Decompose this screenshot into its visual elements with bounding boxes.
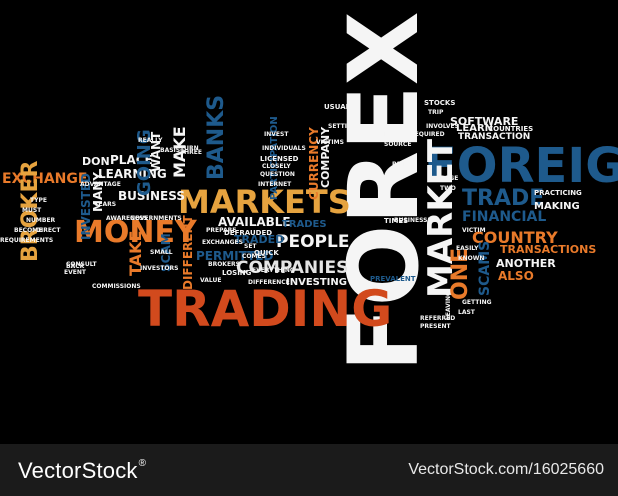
word-permitted: PERMITTED [196,249,274,263]
word-governments: GOVERNMENTS [130,215,182,222]
word-invest: INVEST [264,131,289,138]
logo-text: VectorStock [18,458,138,483]
word-present: PRESENT [420,323,451,330]
word-must: MUST [22,207,42,214]
word-cloud: FOREX FOREIGN TRADING MARKET MARKETS MON… [0,11,618,372]
word-commissions: COMMISSIONS [92,283,141,290]
word-software: SOFTWARE [450,115,519,128]
word-traded: TRADED [234,233,285,246]
word-available: AVAILABLE [218,215,291,229]
word-making: MAKING [534,201,580,212]
word-prepare: PREPARE [206,227,237,234]
word-referred: REFERRED [420,315,456,322]
word-banks: BANKS [204,94,229,180]
word-exchange: EXCHANGE [2,171,88,187]
word-different: DIFFERENT [181,215,195,290]
word-requirements: REQUIREMENTS [0,237,54,244]
word-learning: LEARNING [98,167,167,181]
word-question: QUESTION [260,171,295,178]
word-stocks: STOCKS [424,99,456,107]
word-quick: QUICK [254,249,279,257]
word-really: REALLY [138,137,163,144]
word-transactions: TRANSACTIONS [500,243,597,256]
word-turn: TURN [180,145,199,152]
watermark-bar: VectorStock® VectorStock.com/16025660 [0,444,618,496]
word-getting: GETTING [462,299,492,306]
word-become: BECOME [14,227,43,234]
word-don: DON [82,155,110,168]
word-people: PEOPLE [276,232,350,252]
word-number: NUMBER [26,217,56,224]
word-source: SOURCE [384,141,412,148]
word-two: TWO [440,185,456,192]
word-involves: INVOLVES [426,123,459,130]
word-practicing: PRACTICING [534,189,582,197]
word-required: REQUIRED [410,131,445,138]
word-foreign: FOREIGN [424,138,618,194]
word-back: BACK [66,263,85,270]
word-countries: COUNTRIES [488,125,534,133]
word-event: EVENT [64,269,86,276]
word-trade: TRADE [462,186,545,211]
word-paid: PAID [392,161,408,168]
word-rage: RAGE [440,175,459,182]
word-trip: TRIP [428,109,444,116]
word-direct: DIRECT [36,227,61,234]
word-prevalent: PREVALENT [370,275,416,283]
word-defrauded: DEFRAUDED [224,229,273,237]
word-times: TIMES [384,217,409,225]
word-transaction: TRANSACTION [458,132,531,142]
word-known: KNOWN [458,255,485,262]
word-victim: VICTIM [462,227,486,234]
word-closely: CLOSELY [262,163,291,170]
word-advantage: ADVANTAGE [80,181,121,188]
word-exchanges: EXCHANGES [202,239,243,246]
word-basis: BASIS [160,147,181,154]
word-trades: TRADES [282,219,327,230]
word-years: YEARS [94,201,117,208]
word-business: BUSINESS [118,189,185,203]
word-easily: EASILY [456,245,479,252]
word-also: ALSO [498,269,534,283]
word-awareness: AWARENESS [106,215,148,222]
word-investing: INVESTING [286,277,347,288]
word-scams: SCAMS [477,240,493,296]
word-country: COUNTRY [472,228,558,247]
word-company: COMPANY [319,126,332,188]
word-leaving: LEAVING [445,291,452,320]
word-another: ANOTHER [496,257,556,270]
word-markets: MARKETS [178,183,351,221]
word-place: PLACE [110,153,153,167]
word-consult: CONSULT [66,261,97,268]
word-usual: USUAL [324,103,351,111]
word-everything: EVERYTHING [252,267,295,274]
word-trading: TRADING [138,280,393,338]
word-brokers: BROKERS [208,261,240,268]
word-internet: INTERNET [258,181,292,188]
word-value: VALUE [200,277,222,284]
word-investors: INVESTORS [140,265,179,272]
word-type: TYPE [30,197,47,204]
word-set: SET [244,243,257,250]
word-licensed: LICENSED [260,155,299,163]
vectorstock-logo: VectorStock® [18,458,146,484]
word-learn: LEARN [456,123,494,134]
word-victims: VICTIMS [316,139,344,146]
word-last: LAST [458,309,475,316]
word-comes: COMES [242,253,266,260]
word-located: LOCATED [384,131,415,138]
image-url: VectorStock.com/16025660 [408,461,604,478]
word-losing: LOSING [222,269,252,277]
word-three: THREE [180,149,202,156]
word-small: SMALL [150,249,173,256]
word-individuals: INDIVIDUALS [262,145,306,152]
registered-mark: ® [138,458,147,469]
word-difference: DIFFERENCE [248,279,290,286]
word-companies: COMPANIES [236,258,349,278]
word-financial: FINANCIAL [462,209,547,225]
word-money: MONEY [74,215,197,250]
word-businesses: BUSINESSES [394,217,436,224]
word-setting: SETTING [328,123,357,130]
